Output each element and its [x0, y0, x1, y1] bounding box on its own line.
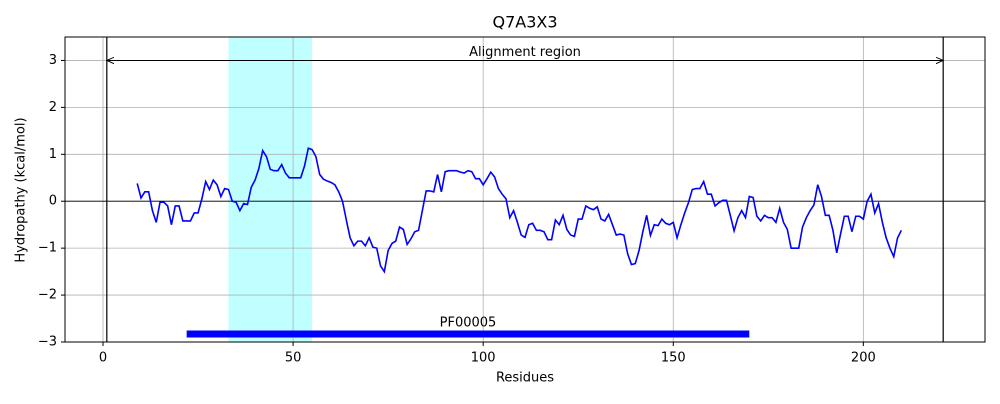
x-tick-label: 0: [99, 351, 107, 366]
domain-label: PF00005: [440, 316, 497, 331]
x-tick-label: 100: [471, 351, 496, 366]
y-tick-label: 3: [49, 53, 57, 68]
x-tick-label: 50: [285, 351, 302, 366]
highlight-region: [228, 37, 313, 342]
y-tick-label: 1: [49, 147, 57, 162]
plot-frame: [64, 36, 986, 343]
x-tick-label: 150: [661, 351, 686, 366]
y-tick-label: 2: [49, 100, 57, 115]
y-tick-label: −3: [38, 335, 57, 350]
y-tick-label: −2: [38, 288, 57, 303]
hydropathy-line: [136, 147, 903, 274]
chart-title: Q7A3X3: [492, 13, 557, 32]
y-tick-label: 0: [49, 194, 57, 209]
x-tick-label: 200: [851, 351, 876, 366]
alignment-label: Alignment region: [469, 45, 581, 60]
x-axis-label: Residues: [496, 371, 554, 386]
y-axis-label: Hydropathy (kcal/mol): [14, 117, 29, 262]
y-tick-label: −1: [38, 241, 57, 256]
